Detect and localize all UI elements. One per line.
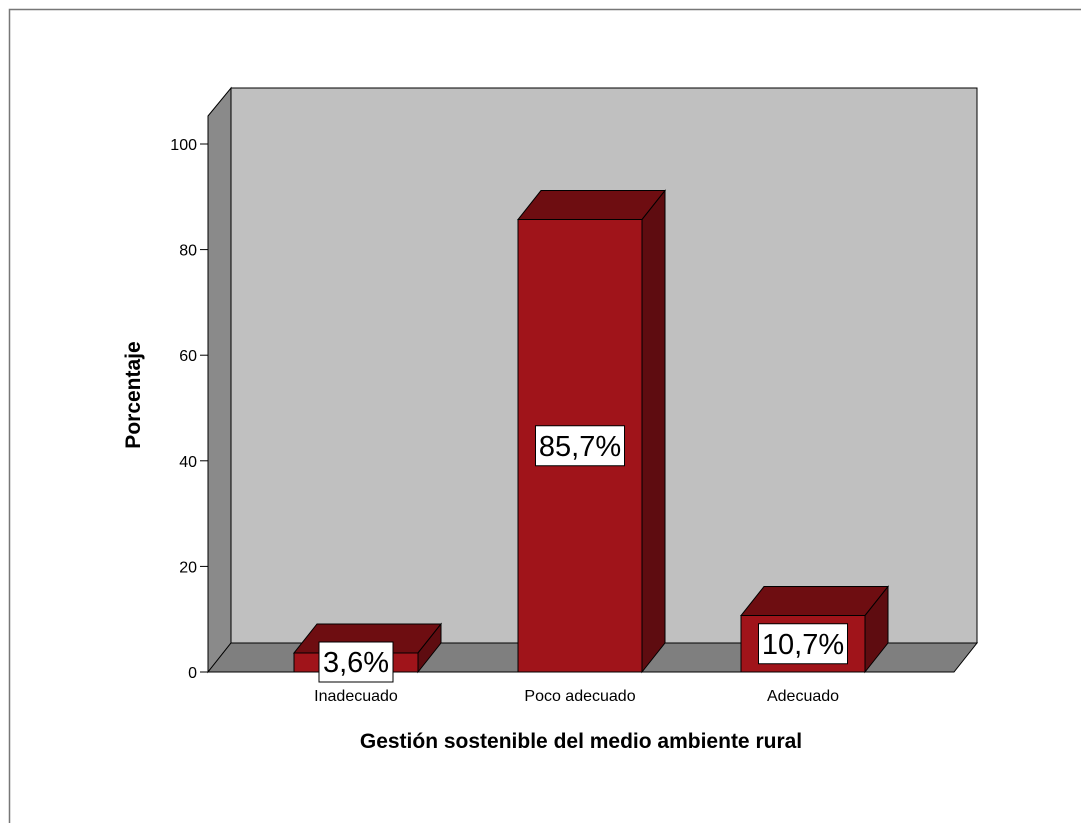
bar-top <box>741 587 888 616</box>
data-label-text: 10,7% <box>762 629 844 661</box>
bar-side <box>642 191 665 672</box>
y-tick-label: 20 <box>179 559 197 576</box>
y-tick-label: 0 <box>188 665 197 682</box>
x-axis-title: Gestión sostenible del medio ambiente ru… <box>360 730 802 753</box>
x-tick-label: Poco adecuado <box>524 688 635 705</box>
y-tick-label: 40 <box>179 454 197 471</box>
bar-top <box>518 191 665 220</box>
y-tick-label: 80 <box>179 243 197 260</box>
y-axis-title: Porcentaje <box>122 341 145 448</box>
data-label: 3,6% <box>319 642 393 682</box>
x-tick-label: Inadecuado <box>314 688 398 705</box>
data-label: 85,7% <box>536 426 625 466</box>
y-tick-label: 100 <box>170 137 197 154</box>
data-label: 10,7% <box>759 624 848 664</box>
x-tick-label: Adecuado <box>767 688 839 705</box>
y-tick-label: 60 <box>179 348 197 365</box>
data-label-text: 85,7% <box>539 431 621 463</box>
data-label-text: 3,6% <box>323 647 389 679</box>
left-wall <box>208 88 231 672</box>
